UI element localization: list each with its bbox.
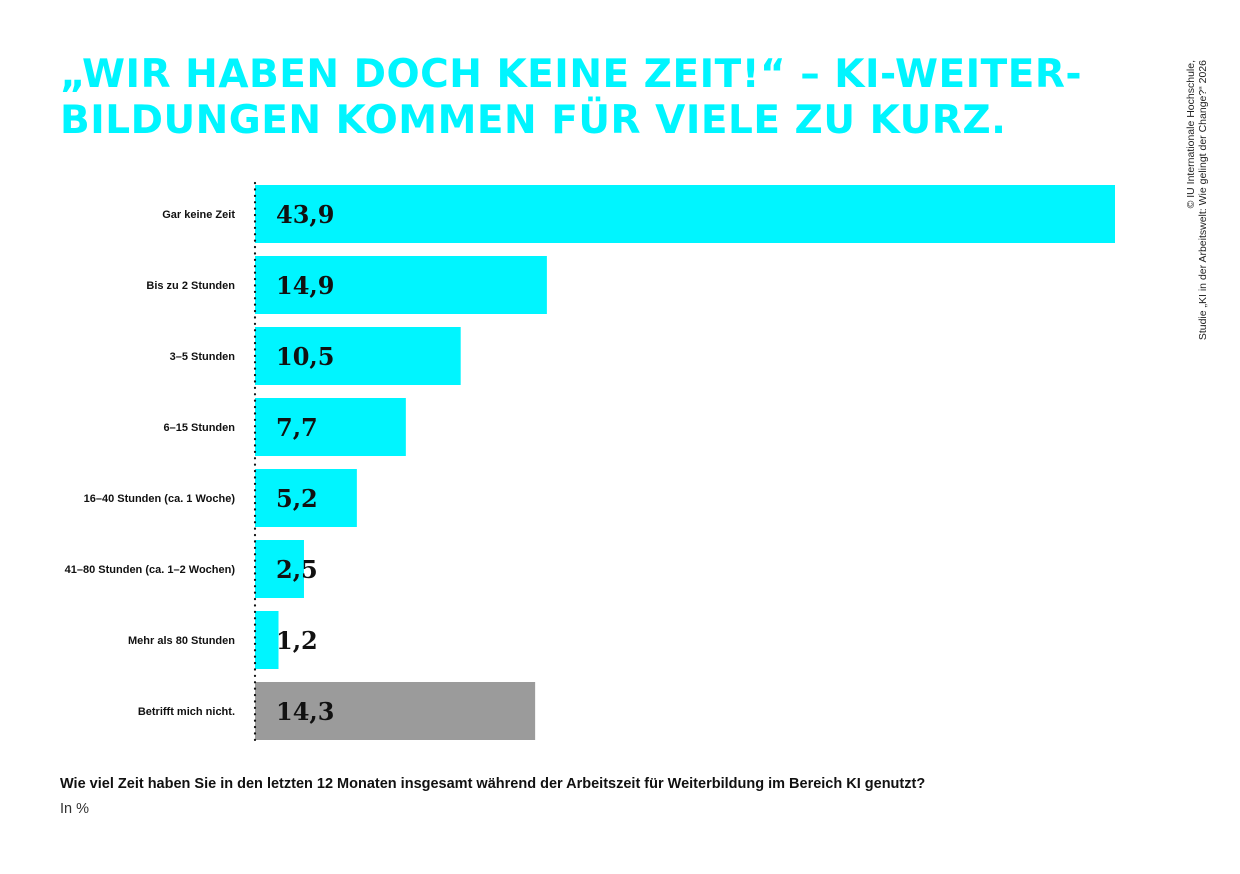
category-label-4: 6–15 Stunden (163, 422, 235, 434)
bar-6 (255, 540, 304, 598)
chart-title-line-1: „Wir haben doch keine Zeit!“ – KI-Weiter… (60, 52, 1083, 97)
survey-question: Wie viel Zeit haben Sie in den letzten 1… (60, 776, 926, 792)
chart-title-line-2: bildungen kommen für viele zu kurz. (60, 98, 1007, 143)
bar-8 (255, 682, 536, 740)
value-label-4: 7,7 (276, 413, 318, 442)
bar-4 (255, 398, 406, 456)
chart-title: „Wir haben doch keine Zeit!“ – KI-Weiter… (60, 52, 1100, 144)
value-label-2: 14,9 (276, 271, 334, 300)
category-label-7: Mehr als 80 Stunden (128, 635, 235, 647)
value-label-3: 10,5 (276, 342, 334, 371)
category-label-3: 3–5 Stunden (170, 351, 236, 363)
unit-label: In % (60, 801, 90, 817)
bar-5 (255, 469, 357, 527)
category-label-1: Gar keine Zeit (162, 209, 235, 221)
category-label-5: 16–40 Stunden (ca. 1 Woche) (84, 493, 236, 505)
value-label-5: 5,2 (276, 484, 318, 513)
bar-3 (255, 327, 461, 385)
category-label-2: Bis zu 2 Stunden (146, 280, 235, 292)
bar-7 (255, 611, 279, 669)
value-label-1: 43,9 (276, 200, 334, 229)
category-label-8: Betrifft mich nicht. (138, 706, 235, 718)
value-label-8: 14,3 (276, 697, 334, 726)
category-label-6: 41–80 Stunden (ca. 1–2 Wochen) (65, 564, 236, 576)
value-label-6: 2,5 (276, 555, 318, 584)
bar-1 (255, 185, 1115, 243)
bar-2 (255, 256, 547, 314)
value-label-7: 1,2 (276, 626, 318, 655)
